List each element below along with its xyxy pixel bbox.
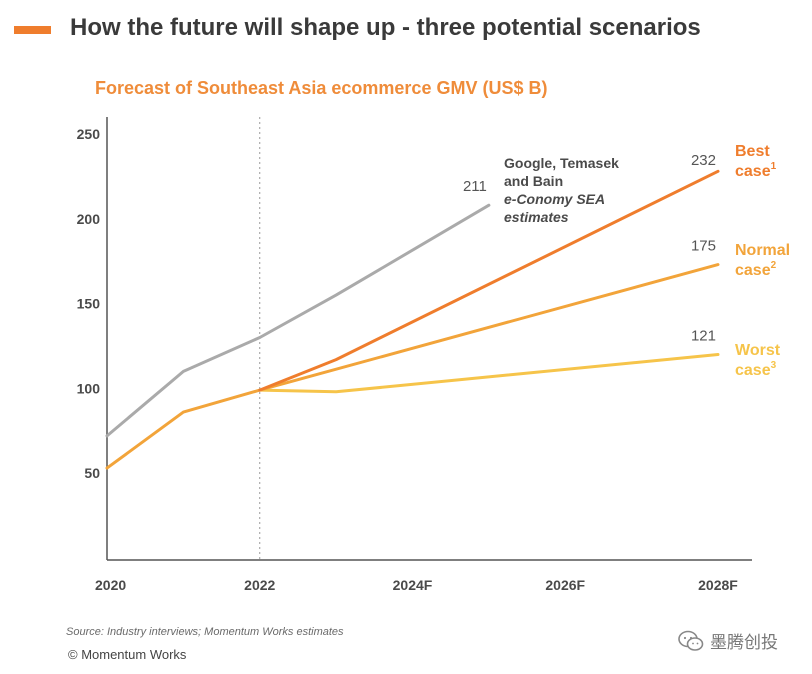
series-line-best [258,169,720,392]
series-name-normal-line2: case2 [735,260,777,279]
chart-axes: 50 100 150 200 250 2020 2022 2024F 2026F 2028F [77,117,752,593]
y-tick-label: 200 [77,211,101,227]
footnote-marker: 3 [771,360,777,371]
series-name-worst-line2: case3 [735,360,777,379]
annotation-text: and Bain [504,173,563,189]
chart-labels: 211 232 175 121 Google, Temasek and Bain e-Con… [463,143,790,379]
series-line-google [105,203,491,438]
series-line-normal [258,263,720,392]
series-line-historical [105,388,262,470]
series-name-best: Best [735,143,770,160]
y-tick-label: 100 [77,380,101,396]
annotation-text-italic: e-Conomy SEA [504,191,605,207]
x-tick-label: 2024F [393,577,433,593]
x-tick-label: 2028F [698,577,738,593]
source-note: Source: Industry interviews; Momentum Wo… [66,626,344,638]
y-tick-label: 150 [77,296,101,312]
page-title: How the future will shape up - three pot… [70,14,701,41]
value-label-normal: 175 [691,238,716,255]
series-line-worst [258,353,720,394]
series-name-worst: Worst [735,342,781,359]
y-tick-label: 250 [77,126,101,142]
series-name-best-line2: case1 [735,161,777,180]
wechat-watermark: 墨腾创投 [678,628,778,653]
annotation-text-italic: estimates [504,209,569,225]
wechat-icon [678,630,704,651]
value-label-worst: 121 [691,327,716,344]
value-label-best: 232 [691,152,716,169]
y-tick-label: 50 [84,465,100,481]
chart-series [105,169,720,470]
title-accent-bar [14,26,51,34]
value-label-google: 211 [463,178,487,195]
x-tick-label: 2022 [244,577,275,593]
watermark-text: 墨腾创投 [710,633,778,652]
annotation-text: Google, Temasek [504,155,619,171]
footnote-marker: 2 [771,260,777,271]
copyright-note: © Momentum Works [68,647,187,662]
x-tick-label: 2026F [545,577,585,593]
x-tick-label: 2020 [95,577,126,593]
series-name-normal: Normal [735,242,790,259]
footnote-marker: 1 [771,161,777,172]
chart-title: Forecast of Southeast Asia ecommerce GMV… [95,78,548,98]
